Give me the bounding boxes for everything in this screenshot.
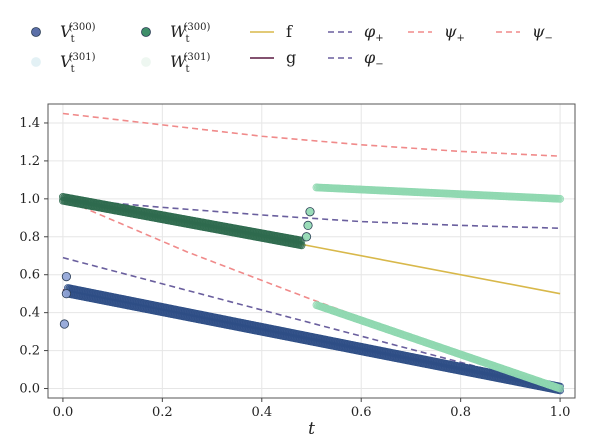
- grid: [48, 104, 575, 398]
- band-marker: [556, 384, 564, 393]
- y-tick-label: 1.2: [19, 154, 40, 169]
- marker-band-5: [312, 301, 564, 393]
- y-tick-label: 0.8: [19, 230, 40, 245]
- scatter-point: [305, 207, 315, 217]
- x-tick-label: 0.2: [152, 405, 173, 420]
- legend-label: Wt(301): [170, 52, 210, 75]
- legend-label: φ+: [364, 22, 384, 44]
- y-tick-label: 0.0: [19, 382, 40, 397]
- legend-item-8: ψ+: [408, 22, 465, 44]
- series-lines: [62, 112, 561, 390]
- band-marker: [556, 194, 564, 203]
- y-tick-label: 0.6: [19, 268, 40, 283]
- series-line-4: [62, 112, 561, 157]
- series-line-2: [62, 198, 561, 230]
- legend-marker: [141, 27, 151, 37]
- x-axis-label: t: [308, 419, 315, 439]
- scatter-point: [301, 232, 312, 242]
- legend-item-1: Vt(301): [31, 52, 96, 75]
- legend-label: Vt(301): [60, 52, 96, 75]
- scatter-point: [59, 319, 70, 329]
- scatter-point: [61, 289, 71, 299]
- legend-label: Wt(300): [170, 22, 210, 45]
- x-tick-label: 0.0: [53, 405, 74, 420]
- legend-item-7: φ−: [328, 48, 384, 70]
- legend-label: φ−: [364, 48, 384, 70]
- marker-bands: [59, 183, 564, 395]
- band-marker: [297, 241, 306, 250]
- y-tick-label: 0.4: [19, 306, 40, 321]
- y-tick-label: 0.2: [19, 344, 40, 359]
- legend-item-5: g: [250, 48, 296, 67]
- marker-band-4: [312, 183, 564, 203]
- x-tick-label: 0.8: [450, 405, 471, 420]
- legend-label: f: [286, 22, 293, 41]
- legend-item-2: Wt(300): [141, 22, 210, 45]
- legend-marker: [31, 27, 41, 37]
- plot-frame: [47, 103, 576, 399]
- legend-item-3: Wt(301): [141, 52, 210, 75]
- x-tick-label: 1.0: [550, 405, 571, 420]
- legend-item-9: ψ−: [496, 22, 553, 44]
- y-tick-label: 1.0: [19, 192, 40, 207]
- marker-band-3: [59, 196, 306, 250]
- legend-label: ψ+: [444, 22, 465, 44]
- axis-ticks: 0.0 0.2 0.4 0.6 0.8 1.0 0.0 0.2 0.4 0.6 0.8 1.0 1.2 1…: [19, 116, 570, 420]
- scatter-point: [61, 272, 71, 282]
- legend: Vt(300) Vt(301) Wt(300) Wt(301) fg φ+ φ− ψ+ ψ−: [31, 22, 553, 75]
- legend-marker: [31, 57, 41, 67]
- legend-label: ψ−: [532, 22, 553, 44]
- series-line-3: [62, 256, 561, 390]
- legend-label: Vt(300): [60, 22, 96, 45]
- scatter-point: [303, 220, 313, 230]
- legend-label: g: [286, 48, 296, 67]
- legend-item-0: Vt(300): [31, 22, 96, 45]
- x-tick-label: 0.6: [351, 405, 372, 420]
- x-tick-label: 0.4: [251, 405, 272, 420]
- legend-marker: [141, 57, 151, 67]
- legend-item-6: φ+: [328, 22, 384, 44]
- legend-item-4: f: [250, 22, 293, 41]
- scatter-points: [59, 207, 315, 329]
- plot-area: 0.0 0.2 0.4 0.6 0.8 1.0 0.0 0.2 0.4 0.6 0.8 1.0 1.2 1…: [19, 103, 576, 420]
- y-tick-label: 1.4: [19, 116, 40, 131]
